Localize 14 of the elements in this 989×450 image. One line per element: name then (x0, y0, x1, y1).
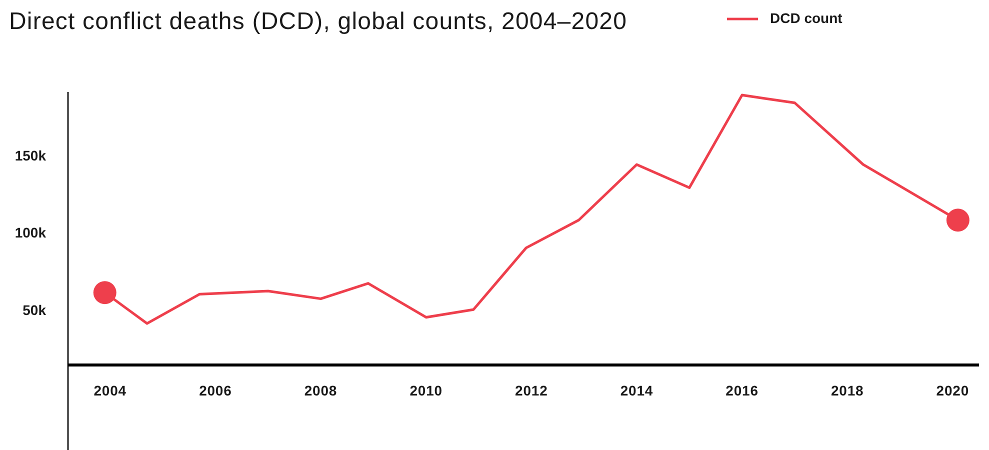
x-tick-label: 2018 (830, 382, 864, 399)
x-tick-label: 2014 (620, 382, 654, 399)
y-tick-label: 50k (22, 302, 46, 318)
x-tick-label: 2008 (304, 382, 338, 399)
x-tick-label: 2010 (410, 382, 442, 399)
x-tick-label: 2020 (936, 382, 970, 399)
x-tick-label: 2012 (515, 382, 548, 399)
x-tick-label: 2006 (199, 382, 232, 399)
y-tick-label: 100k (14, 224, 46, 241)
legend-label: DCD count (770, 10, 843, 26)
x-tick-label: 2016 (726, 382, 758, 399)
chart-title: Direct conflict deaths (DCD), global counts, 2004–2020 (9, 8, 628, 35)
x-tick-label: 2004 (94, 382, 126, 399)
y-tick-label: 150k (14, 148, 46, 164)
